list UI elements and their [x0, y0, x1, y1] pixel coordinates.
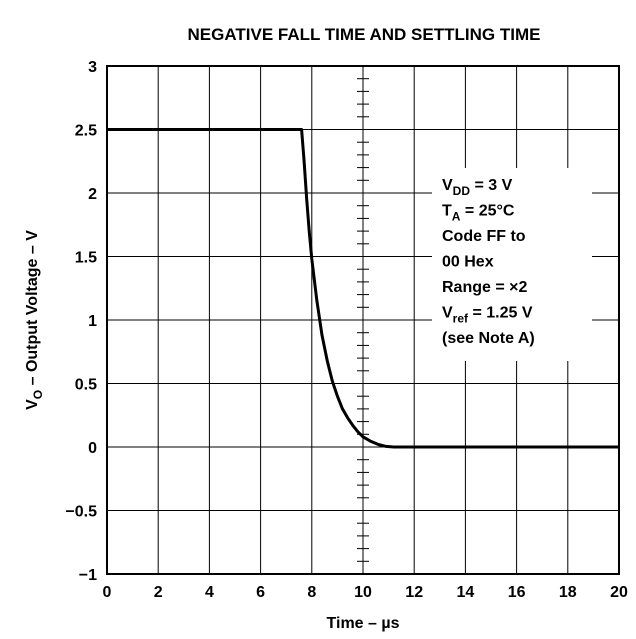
x-tick-label: 0 [103, 584, 112, 601]
y-tick-labels: 3 2.5 2 1.5 1 0.5 0 −0.5 −1 [65, 59, 97, 584]
y-tick-label: 0.5 [75, 377, 97, 394]
x-tick-label: 16 [508, 584, 526, 601]
y-tick-label: 2.5 [75, 123, 97, 140]
y-tick-label: 1 [88, 313, 97, 330]
series-layer [107, 128, 619, 449]
y-tick-label: 2 [88, 186, 97, 203]
annotation-background [432, 168, 592, 361]
y-tick-label: 0 [88, 440, 97, 457]
x-tick-label: 4 [205, 584, 214, 601]
y-tick-label: 3 [88, 59, 97, 76]
x-tick-label: 20 [610, 584, 628, 601]
x-tick-labels: 0 2 4 6 8 10 12 14 16 18 20 [103, 584, 628, 601]
chart-title: NEGATIVE FALL TIME AND SETTLING TIME [188, 25, 541, 44]
y-tick-label: 1.5 [75, 250, 97, 267]
x-tick-label: 12 [405, 584, 423, 601]
series-line [107, 128, 619, 449]
x-axis-label: Time – µs [327, 615, 400, 632]
x-tick-label: 14 [457, 584, 475, 601]
annotation-text: VDD = 3 V TA = 25°C Code FF to 00 Hex Range … [442, 177, 535, 347]
y-tick-label: −0.5 [65, 504, 97, 521]
x-tick-label: 2 [154, 584, 163, 601]
x-tick-label: 8 [307, 584, 316, 601]
y-tick-label: −1 [79, 567, 97, 584]
x-tick-label: 18 [559, 584, 577, 601]
plot-frame [106, 65, 620, 575]
y-axis-label: VO – Output Voltage – V [24, 230, 45, 410]
x-tick-label: 10 [354, 584, 372, 601]
x-tick-label: 6 [256, 584, 265, 601]
center-minor-ticks [357, 78, 369, 562]
annotation-box: VDD = 3 V TA = 25°C Code FF to 00 Hex Range … [432, 168, 592, 361]
